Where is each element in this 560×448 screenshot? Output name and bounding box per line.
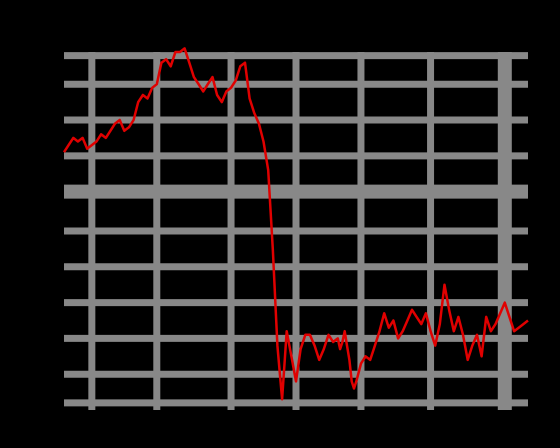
series-layer <box>62 47 529 401</box>
grid-lines <box>64 52 528 410</box>
series-line <box>62 47 529 401</box>
